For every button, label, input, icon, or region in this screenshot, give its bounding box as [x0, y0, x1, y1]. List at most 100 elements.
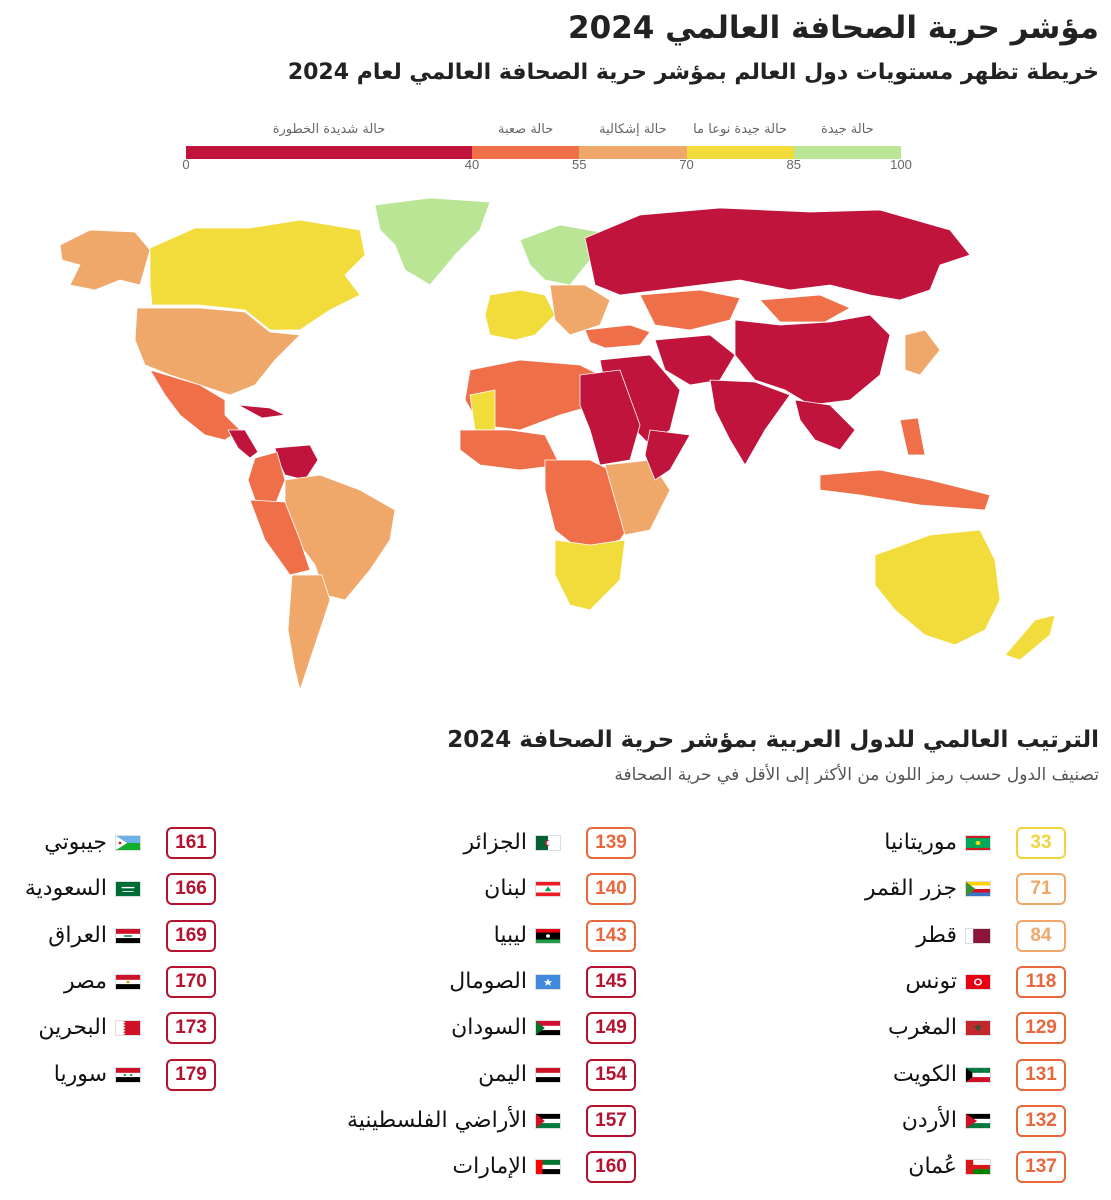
ranking-item: 137 عُمان [0, 1151, 1100, 1185]
ranking-item: 118 تونس [0, 965, 1100, 1000]
country-name: جزر القمر [864, 876, 957, 902]
ranking-item: 84 قطر [0, 919, 1100, 954]
country-name: السعودية [24, 876, 107, 902]
world-map [59, 197, 1056, 691]
egypt-flag-icon [115, 973, 141, 990]
map-region-philippines [899, 417, 926, 456]
country-name: ليبيا [493, 922, 527, 948]
country-name: السودان [451, 1015, 527, 1041]
rank-badge: 33 [1016, 827, 1066, 859]
rank-badge: 71 [1016, 873, 1066, 906]
country-name: عُمان [908, 1154, 957, 1180]
map-region-southeast-asia [794, 399, 856, 451]
ranking-item: 143 ليبيا [0, 919, 670, 954]
country-name: الكويت [892, 1061, 957, 1087]
rank-badge: 132 [1016, 1104, 1066, 1137]
ranking-item: 179 سوريا [0, 1058, 250, 1093]
map-region-mongolia [759, 294, 851, 323]
rank-badge: 173 [166, 1012, 216, 1045]
map-region-iran-afghanistan [654, 334, 736, 386]
libya-flag-icon [535, 927, 561, 944]
map-region-russia [584, 207, 971, 301]
page-subtitle: خريطة تظهر مستويات دول العالم بمؤشر حرية… [287, 60, 1099, 85]
palestine-flag-icon [535, 1112, 561, 1129]
legend-tick: 40 [464, 157, 480, 172]
morocco-flag-icon [965, 1020, 991, 1037]
ranking-item: 129 المغرب [0, 1012, 1100, 1046]
page-title: مؤشر حرية الصحافة العالمي 2024 [568, 10, 1099, 46]
map-region-australia [874, 529, 1001, 646]
map-region-horn-of-africa [644, 429, 691, 481]
algeria-flag-icon [535, 835, 561, 851]
country-name: الإمارات [452, 1154, 527, 1180]
ranking-item: 160 الإمارات [0, 1151, 670, 1185]
ranking-subtitle: تصنيف الدول حسب رمز اللون من الأكثر إلى … [614, 765, 1099, 785]
legend-swatch [793, 146, 901, 159]
legend-tick: 70 [679, 157, 694, 172]
legend-tick: 55 [572, 157, 587, 172]
ranking-item: 169 العراق [0, 919, 250, 954]
ranking-item: 154 اليمن [0, 1058, 670, 1093]
map-region-india [709, 379, 791, 466]
map-region-kazakhstan [639, 289, 741, 331]
somalia-flag-icon [535, 973, 561, 990]
map-region-turkey [584, 324, 651, 349]
syria-flag-icon [115, 1066, 141, 1083]
map-region-western-europe [484, 289, 556, 341]
country-name: تونس [905, 968, 957, 994]
map-region-greenland [374, 197, 491, 286]
ranking-item: 33 موريتانيا [0, 827, 1100, 861]
sudan-flag-icon [535, 1020, 561, 1037]
map-region-cuba [237, 404, 286, 419]
rank-badge: 143 [586, 919, 636, 952]
lebanon-flag-icon [535, 881, 561, 898]
ranking-item: 145 الصومال [0, 965, 670, 1000]
rank-badge: 160 [586, 1151, 636, 1184]
legend-label: حالة جيدة نوعا ما [693, 122, 788, 137]
ranking-item: 139 الجزائر [0, 827, 670, 861]
country-name: البحرين [38, 1015, 107, 1041]
iraq-flag-icon [115, 927, 141, 944]
legend-swatch [686, 146, 794, 159]
map-region-new-zealand [1004, 614, 1056, 661]
rank-badge: 166 [166, 873, 216, 906]
ranking-item: 131 الكويت [0, 1058, 1100, 1093]
legend-label: حالة جيدة [821, 122, 874, 137]
country-name: موريتانيا [884, 830, 957, 855]
rank-badge: 169 [166, 919, 216, 952]
map-region-mauritania [469, 389, 496, 431]
rank-badge: 137 [1016, 1151, 1066, 1184]
rank-badge: 140 [586, 873, 636, 906]
map-region-canada [149, 219, 366, 331]
map-region-west-africa [459, 429, 561, 471]
rank-badge: 154 [586, 1058, 636, 1091]
djibouti-flag-icon [115, 835, 141, 851]
ranking-item: 170 مصر [0, 965, 250, 1000]
ranking-item: 71 جزر القمر [0, 873, 1100, 907]
bahrain-flag-icon [115, 1020, 141, 1037]
map-region-east-africa [604, 459, 671, 536]
country-name: الصومال [449, 968, 527, 994]
map-region-central-america [227, 429, 259, 459]
mauritania-flag-icon [965, 835, 991, 851]
legend-label: حالة شديدة الخطورة [272, 122, 386, 137]
rank-badge: 149 [586, 1012, 636, 1045]
legend-swatch [472, 146, 580, 159]
yemen-flag-icon [535, 1066, 561, 1083]
color-legend: حالة شديدة الخطورة حالة صعبة حالة إشكالية ح… [182, 118, 911, 180]
oman-flag-icon [965, 1159, 991, 1176]
map-region-united-states [134, 307, 301, 396]
map-region-nordics [519, 224, 601, 286]
rank-badge: 145 [586, 965, 636, 998]
rank-badge: 129 [1016, 1012, 1066, 1045]
country-name: جيبوتي [44, 830, 107, 855]
rank-badge: 179 [166, 1058, 216, 1091]
country-name: المغرب [888, 1015, 957, 1041]
ranking-item: 166 السعودية [0, 873, 250, 907]
country-name: مصر [63, 968, 107, 994]
country-name: الجزائر [463, 830, 527, 855]
rank-badge: 161 [166, 827, 216, 859]
legend-label: حالة إشكالية [599, 122, 667, 137]
rank-badge: 170 [166, 965, 216, 998]
tunisia-flag-icon [965, 973, 991, 990]
